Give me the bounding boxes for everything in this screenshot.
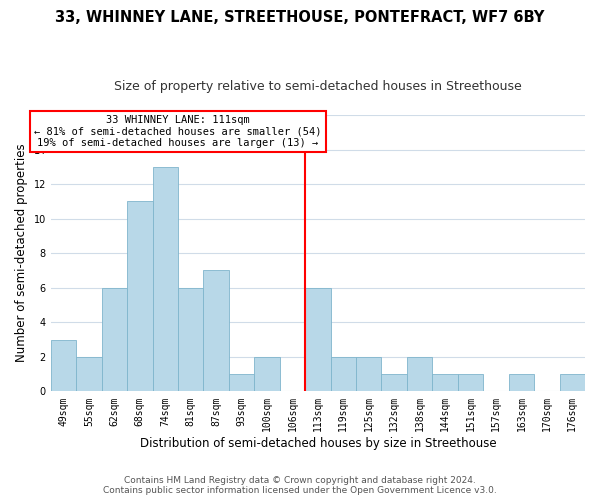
Title: Size of property relative to semi-detached houses in Streethouse: Size of property relative to semi-detach… (114, 80, 522, 93)
Bar (509, 374, 534, 392)
Y-axis label: Number of semi-detached properties: Number of semi-detached properties (15, 144, 28, 362)
Bar (458, 374, 483, 392)
Bar (382, 374, 407, 392)
Bar (254, 357, 280, 392)
Bar (203, 270, 229, 392)
Bar (229, 374, 254, 392)
Bar (433, 374, 458, 392)
Bar (127, 202, 152, 392)
Bar (76, 357, 101, 392)
Text: 33, WHINNEY LANE, STREETHOUSE, PONTEFRACT, WF7 6BY: 33, WHINNEY LANE, STREETHOUSE, PONTEFRAC… (55, 10, 545, 25)
Bar (407, 357, 433, 392)
Text: Contains HM Land Registry data © Crown copyright and database right 2024.
Contai: Contains HM Land Registry data © Crown c… (103, 476, 497, 495)
Bar (101, 288, 127, 392)
X-axis label: Distribution of semi-detached houses by size in Streethouse: Distribution of semi-detached houses by … (140, 437, 496, 450)
Bar (152, 167, 178, 392)
Bar (331, 357, 356, 392)
Bar (356, 357, 382, 392)
Text: 33 WHINNEY LANE: 111sqm
← 81% of semi-detached houses are smaller (54)
19% of se: 33 WHINNEY LANE: 111sqm ← 81% of semi-de… (34, 115, 322, 148)
Bar (51, 340, 76, 392)
Bar (305, 288, 331, 392)
Bar (178, 288, 203, 392)
Bar (560, 374, 585, 392)
